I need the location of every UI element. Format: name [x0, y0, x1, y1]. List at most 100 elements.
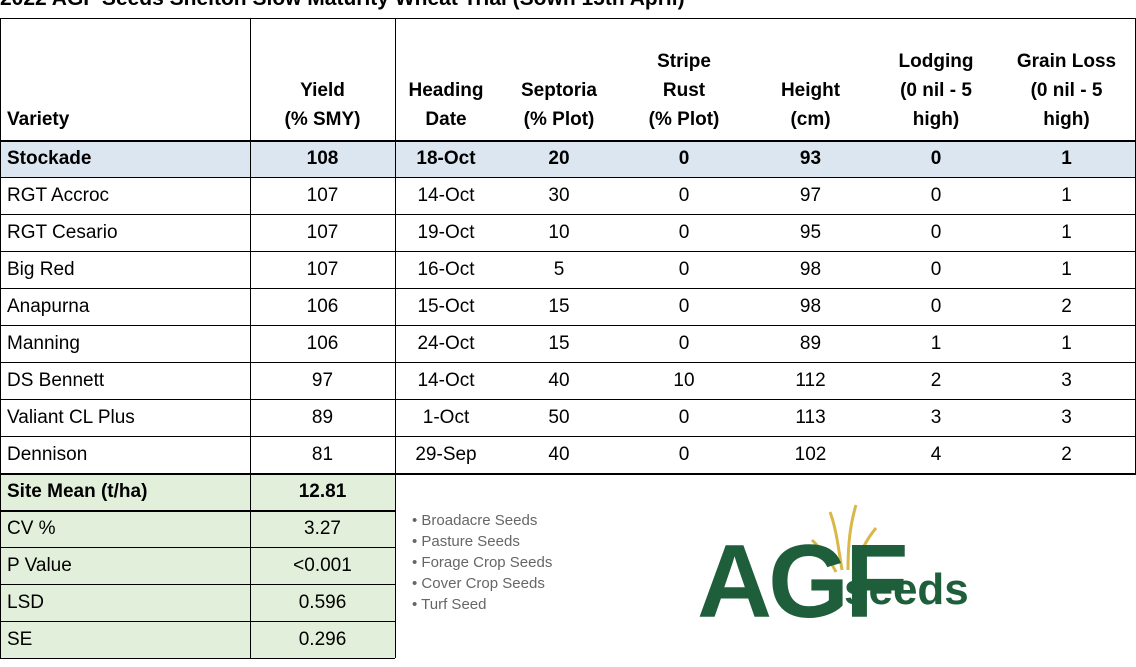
header-line: Lodging — [898, 51, 974, 72]
table-cell: 10 — [548, 221, 570, 243]
table-cell: Valiant CL Plus — [7, 406, 135, 428]
table-cell: 106 — [306, 332, 339, 354]
table-cell: Big Red — [7, 258, 75, 280]
table-cell: 1 — [1061, 221, 1072, 243]
grid-line — [0, 547, 395, 548]
logo-bullet: • Pasture Seeds — [412, 533, 520, 550]
grid-line — [0, 473, 1136, 475]
table-cell: 1 — [930, 332, 942, 354]
table-cell: 107 — [306, 258, 339, 280]
logo-bullet: • Turf Seed — [412, 596, 487, 613]
table-cell: Manning — [7, 332, 80, 354]
table-cell: 97 — [799, 184, 822, 206]
grid-line — [395, 18, 396, 658]
table-cell: 4 — [930, 443, 942, 465]
table-cell: 18-Oct — [416, 147, 476, 169]
stats-cell: 0.596 — [298, 591, 347, 613]
table-cell: 1 — [1061, 184, 1072, 206]
table-cell: 15 — [548, 295, 570, 317]
stats-cell: P Value — [7, 554, 72, 576]
table-cell: 98 — [799, 258, 822, 280]
grid-line — [0, 18, 1136, 19]
table-cell: RGT Accroc — [7, 184, 110, 206]
column-header: Septoria (% Plot) — [497, 18, 621, 140]
table-cell: 40 — [548, 443, 570, 465]
table-cell: 14-Oct — [417, 184, 475, 206]
table-cell: 0 — [678, 443, 690, 465]
stats-bg — [1, 584, 395, 621]
table-cell: 0 — [678, 332, 690, 354]
header-line: high) — [912, 109, 960, 130]
logo-bullet: • Forage Crop Seeds — [412, 554, 553, 571]
table-cell: 1 — [1061, 332, 1072, 354]
table-cell: 2 — [1061, 295, 1072, 317]
header-line: Septoria — [520, 80, 598, 101]
grid-line — [0, 436, 1136, 437]
table-cell: 3 — [930, 406, 942, 428]
table-cell: 0 — [930, 221, 942, 243]
table-cell: 3 — [1061, 369, 1072, 391]
grid-line — [0, 140, 1136, 142]
header-line: (cm) — [790, 109, 831, 130]
logo-bullet: • Broadacre Seeds — [412, 512, 538, 529]
logo-text: AGF — [697, 524, 905, 640]
column-header: Height (cm) — [747, 18, 874, 140]
header-line: Date — [425, 109, 467, 130]
table-cell: 0 — [930, 147, 942, 169]
table-cell: 97 — [311, 369, 334, 391]
table-cell: 113 — [795, 406, 826, 428]
bullet-text: Cover Crop Seeds — [421, 575, 545, 592]
stats-bg — [1, 621, 395, 658]
header-line: Stripe — [657, 51, 711, 72]
table-cell: 0 — [678, 147, 690, 169]
header-line: Yield — [300, 80, 345, 101]
column-header: Yield (% SMY) — [250, 18, 395, 140]
grid-line — [0, 621, 395, 622]
table-cell: 0 — [930, 295, 942, 317]
highlight-row — [1, 140, 1135, 177]
table-cell: 3 — [1061, 406, 1072, 428]
header-line: Height — [780, 80, 841, 101]
table-cell: 29-Sep — [415, 443, 477, 465]
header-line: Grain Loss — [1016, 51, 1117, 72]
stats-cell: 12.81 — [298, 480, 347, 502]
table-cell: 0 — [678, 221, 690, 243]
stats-bg — [1, 473, 395, 510]
table-cell: 30 — [548, 184, 570, 206]
table-cell: 2 — [1061, 443, 1072, 465]
table-cell: 1 — [1061, 258, 1072, 280]
table-cell: RGT Cesario — [7, 221, 118, 243]
table-cell: 93 — [799, 147, 822, 169]
header-line: high) — [1043, 109, 1090, 130]
table-cell: 102 — [794, 443, 827, 465]
column-header: Heading Date — [395, 18, 497, 140]
table-cell: 81 — [311, 443, 334, 465]
table-cell: 1 — [1061, 147, 1072, 169]
stats-cell: CV % — [7, 517, 56, 539]
table-cell: 1-Oct — [422, 406, 470, 428]
table-cell: 89 — [311, 406, 334, 428]
table-cell: 50 — [548, 406, 570, 428]
grid-line — [0, 584, 395, 585]
stats-cell: 0.296 — [298, 628, 347, 650]
table-cell: 112 — [795, 369, 826, 391]
title: 2022 AGF Seeds Shelton Slow Maturity Whe… — [0, 0, 685, 11]
header-line: Rust — [662, 80, 706, 101]
wheat-icon — [810, 504, 878, 573]
table-cell: 40 — [548, 369, 570, 391]
column-header: Variety — [1, 18, 250, 140]
table-cell: 95 — [799, 221, 822, 243]
table-cell: 5 — [553, 258, 565, 280]
header-line: (% Plot) — [523, 109, 595, 130]
table-cell: 16-Oct — [417, 258, 475, 280]
stats-cell: <0.001 — [293, 554, 352, 576]
grid-line — [0, 177, 1136, 178]
table-cell: 15-Oct — [417, 295, 475, 317]
logo-bullet: • Cover Crop Seeds — [412, 575, 545, 592]
table-cell: 0 — [930, 184, 942, 206]
bullet-text: Broadacre Seeds — [421, 512, 538, 529]
bullet-text: Pasture Seeds — [421, 533, 520, 550]
column-header: Stripe Rust (% Plot) — [621, 18, 747, 140]
header-line: (% Plot) — [648, 109, 720, 130]
grid-line — [0, 214, 1136, 215]
